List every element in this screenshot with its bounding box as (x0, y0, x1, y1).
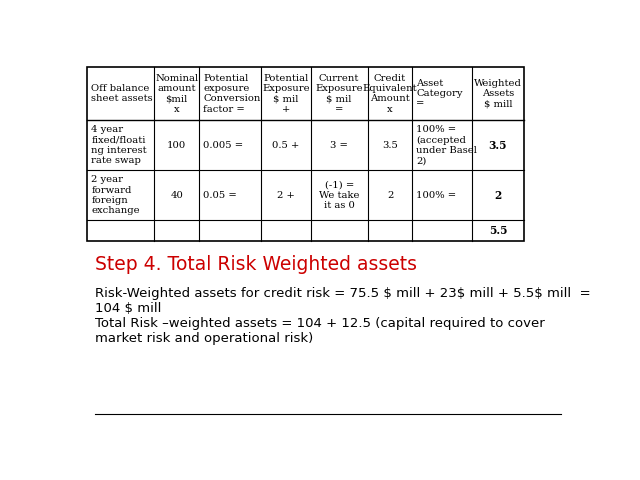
Text: Potential
exposure
Conversion
factor =: Potential exposure Conversion factor = (203, 73, 260, 114)
Text: Weighted
Assets
$ mill: Weighted Assets $ mill (474, 79, 522, 108)
Text: (-1) =
We take
it as 0: (-1) = We take it as 0 (319, 180, 360, 210)
Text: 3.5: 3.5 (488, 140, 507, 151)
Text: Off balance
sheet assets: Off balance sheet assets (92, 84, 153, 103)
Text: 100: 100 (167, 141, 186, 150)
Text: 40: 40 (170, 191, 183, 200)
Text: Potential
Exposure
$ mil
+: Potential Exposure $ mil + (262, 73, 310, 114)
Text: 0.05 =: 0.05 = (203, 191, 237, 200)
Bar (88, 67, 524, 240)
Text: 2: 2 (494, 190, 502, 201)
Text: Current
Exposure
$ mil
=: Current Exposure $ mil = (316, 73, 363, 114)
Text: Credit
Equivalent
Amount
x: Credit Equivalent Amount x (363, 73, 417, 114)
Text: 0.005 =: 0.005 = (203, 141, 243, 150)
Text: Risk-Weighted assets for credit risk = 75.5 $ mill + 23$ mill + 5.5$ mill  =
104: Risk-Weighted assets for credit risk = 7… (95, 287, 591, 345)
Text: 2: 2 (387, 191, 393, 200)
Text: 4 year
fixed/floati
ng interest
rate swap: 4 year fixed/floati ng interest rate swa… (92, 125, 147, 166)
Text: 3.5: 3.5 (382, 141, 398, 150)
Text: 100% =: 100% = (416, 191, 456, 200)
Text: 3 =: 3 = (330, 141, 348, 150)
Text: 5.5: 5.5 (488, 225, 507, 236)
Text: Nominal
amount
$mil
x: Nominal amount $mil x (155, 73, 198, 114)
Text: Asset
Category
=: Asset Category = (416, 79, 463, 108)
Text: 2 year
forward
foreign
exchange: 2 year forward foreign exchange (92, 175, 140, 216)
Text: 100% =
(accepted
under Basel
2): 100% = (accepted under Basel 2) (416, 125, 477, 166)
Text: 2 +: 2 + (277, 191, 294, 200)
Text: Step 4. Total Risk Weighted assets: Step 4. Total Risk Weighted assets (95, 255, 417, 275)
Text: 0.5 +: 0.5 + (272, 141, 300, 150)
